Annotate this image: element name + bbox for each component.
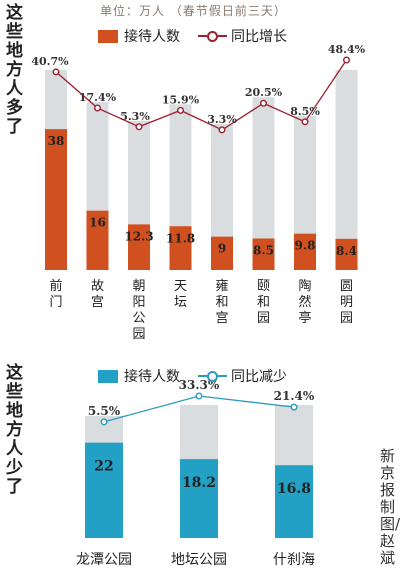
svg-text:公: 公 (132, 311, 145, 326)
svg-text:雍: 雍 (215, 278, 228, 294)
bar-value-label: 8.5 (253, 243, 274, 257)
svg-text:亭: 亭 (298, 310, 311, 326)
trend-point (195, 392, 203, 400)
trend-point (100, 418, 108, 426)
bar-value-label: 11.8 (166, 231, 195, 245)
percent-label: 8.5% (290, 105, 320, 118)
svg-text:圆: 圆 (340, 279, 353, 294)
trend-point (52, 68, 60, 76)
legend-line-marker: 同比增长 (198, 26, 287, 46)
legend-swatch-bar (98, 29, 118, 43)
credit-text: 新京报制图/赵斌 (380, 447, 400, 567)
bar-value-label: 22 (94, 459, 113, 475)
svg-text:和: 和 (257, 295, 270, 310)
category-label: 颐和园 (257, 279, 270, 326)
svg-text:坛: 坛 (174, 295, 187, 310)
legend-swatch-bar (98, 369, 118, 383)
percent-label: 40.7% (31, 55, 69, 68)
svg-text:阳: 阳 (132, 295, 145, 310)
trend-point (260, 99, 268, 107)
svg-text:天: 天 (174, 279, 187, 294)
section-label-less: 这些地方人少了 (6, 363, 23, 497)
trend-point (290, 403, 298, 411)
trend-point (301, 118, 309, 126)
bar-value-label: 9.8 (295, 239, 316, 253)
bar-value-label: 16 (89, 216, 106, 230)
bar (85, 442, 123, 538)
bar-value-label: 38 (48, 134, 65, 148)
trend-point (218, 126, 226, 134)
trend-point (93, 104, 101, 112)
svg-text:宫: 宫 (91, 295, 104, 310)
svg-text:园: 园 (340, 311, 353, 326)
category-label: 雍和宫 (215, 278, 228, 326)
legend-line-marker: 同比减少 (198, 366, 287, 386)
percent-label: 3.3% (207, 113, 237, 126)
bar-background (211, 123, 233, 270)
percent-label: 20.5% (245, 86, 283, 99)
category-label: 天坛 (174, 279, 187, 310)
legend-label-bar: 接待人数 (124, 29, 180, 45)
svg-text:园: 园 (132, 327, 145, 342)
bar (335, 238, 358, 270)
legend-label-line: 同比增长 (231, 29, 287, 45)
bar (169, 226, 192, 270)
svg-text:和: 和 (215, 295, 228, 310)
svg-text:明: 明 (340, 295, 353, 310)
bar (211, 236, 233, 270)
svg-text:门: 门 (49, 295, 62, 310)
percent-label: 15.9% (162, 93, 200, 106)
category-label: 陶然亭 (298, 278, 311, 326)
svg-text:宫: 宫 (215, 311, 228, 326)
percent-label: 5.5% (88, 404, 121, 418)
percent-label: 21.4% (274, 389, 315, 403)
svg-text:颐: 颐 (257, 279, 270, 294)
bar-value-label: 8.4 (336, 244, 357, 258)
svg-text:陶: 陶 (298, 278, 311, 294)
legend-bottom: 接待人数 同比减少 (98, 366, 287, 386)
percent-label: 48.4% (328, 43, 366, 56)
bar (180, 459, 218, 538)
legend-label-bar: 接待人数 (124, 369, 180, 385)
category-label: 前门 (49, 278, 62, 310)
bar-background (252, 97, 275, 270)
legend-label-line: 同比减少 (231, 369, 287, 385)
percent-label: 5.3% (120, 110, 150, 123)
trend-point (343, 56, 351, 64)
svg-text:园: 园 (257, 311, 270, 326)
svg-text:故: 故 (91, 279, 104, 294)
trend-line (55, 59, 348, 131)
legend-top: 接待人数 同比增长 (98, 26, 287, 46)
category-label: 什刹海 (273, 552, 315, 568)
trend-point (135, 123, 143, 131)
section-label-more: 这些地方人多了 (6, 3, 23, 137)
category-label: 地坛公园 (171, 552, 227, 568)
trend-point (176, 106, 184, 114)
bar-background (294, 115, 316, 270)
category-label: 龙潭公园 (76, 551, 132, 568)
chart-more-visitors: 38前门16故宫12.3朝阳公园11.8天坛9雍和宫8.5颐和园9.8陶然亭8.… (31, 43, 365, 342)
bar-value-label: 12.3 (124, 229, 153, 243)
bar-value-label: 16.8 (277, 481, 311, 497)
bar (294, 233, 316, 270)
chart-fewer-visitors: 22 龙潭公园 18.2 地坛公园 16.8 什刹海 5.5% 33.3% 21.4% (76, 378, 315, 568)
bar-value-label: 18.2 (182, 475, 216, 491)
bar (275, 465, 313, 538)
category-label: 故宫 (91, 279, 104, 310)
bar-background (335, 70, 358, 270)
bar (252, 238, 275, 270)
svg-text:前: 前 (49, 278, 62, 294)
bar (128, 224, 150, 270)
svg-text:朝: 朝 (132, 279, 145, 294)
bar (86, 210, 109, 270)
unit-note: 单位：万人 （春节假日前三天） (100, 4, 287, 18)
category-label: 圆明园 (340, 279, 353, 326)
percent-label: 17.4% (79, 91, 117, 104)
bar (45, 129, 67, 270)
bar-value-label: 9 (218, 242, 226, 256)
svg-text:然: 然 (298, 294, 311, 310)
percent-label: 33.3% (179, 378, 220, 392)
